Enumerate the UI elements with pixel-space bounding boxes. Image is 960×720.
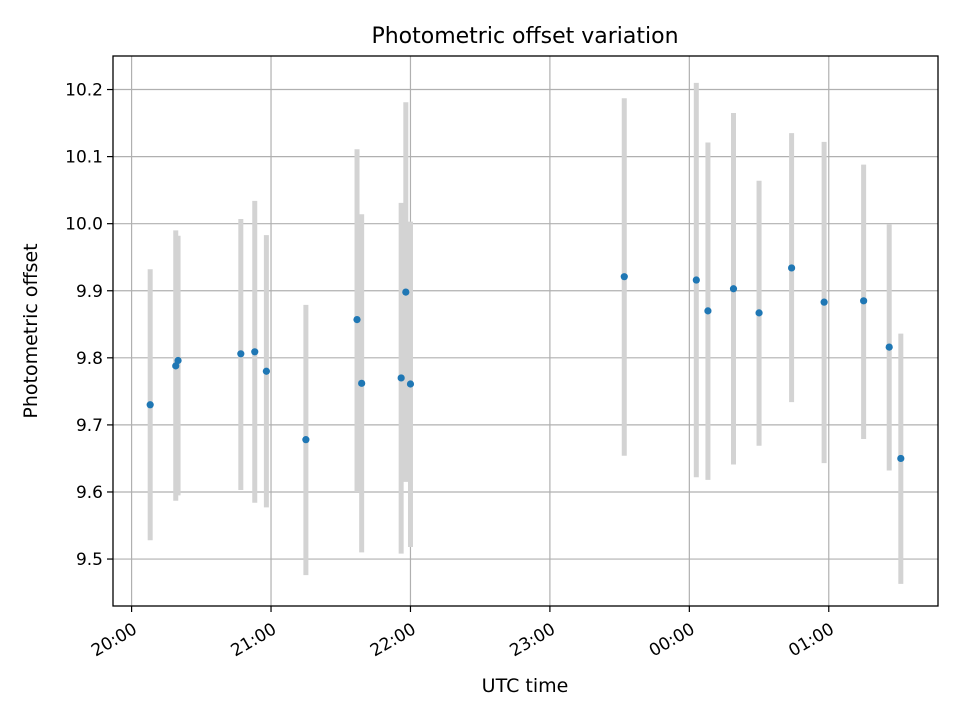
data-point [353, 315, 361, 324]
y-axis-label: Photometric offset [20, 243, 42, 418]
data-point [172, 362, 180, 370]
y-tick-label: 10.0 [65, 215, 103, 235]
data-point [755, 309, 763, 317]
data-point [820, 298, 828, 306]
y-axis-ticks: 9.5 9.6 9.7 9.8 9.9 10.0 10.1 10.2 [65, 81, 113, 570]
data-point [302, 436, 310, 444]
data-point [885, 343, 893, 351]
data-point [406, 380, 415, 388]
x-axis-label: UTC time [482, 675, 569, 697]
gridlines [113, 56, 938, 606]
data-point [262, 367, 270, 375]
data-point [358, 379, 366, 387]
data-point [146, 401, 154, 409]
data-points [146, 264, 905, 463]
data-point [402, 288, 410, 296]
data-point [897, 454, 905, 463]
data-point [860, 297, 868, 305]
data-point [787, 264, 796, 272]
data-point [174, 356, 182, 365]
plot-frame [112, 55, 939, 607]
data-point [397, 374, 405, 382]
y-tick-label: 9.6 [76, 483, 103, 503]
chart-title: Photometric offset variation [371, 24, 678, 49]
y-tick-label: 9.7 [76, 416, 103, 436]
data-point [251, 348, 259, 356]
y-tick-label: 10.1 [65, 148, 103, 168]
data-point [704, 307, 712, 315]
data-point [237, 350, 245, 358]
data-point [692, 276, 700, 284]
y-tick-label: 10.2 [65, 81, 103, 101]
y-tick-label: 9.8 [76, 349, 103, 369]
y-tick-label: 9.9 [76, 282, 103, 302]
data-point [620, 273, 628, 281]
y-tick-label: 9.5 [76, 550, 103, 570]
data-point [729, 285, 738, 293]
